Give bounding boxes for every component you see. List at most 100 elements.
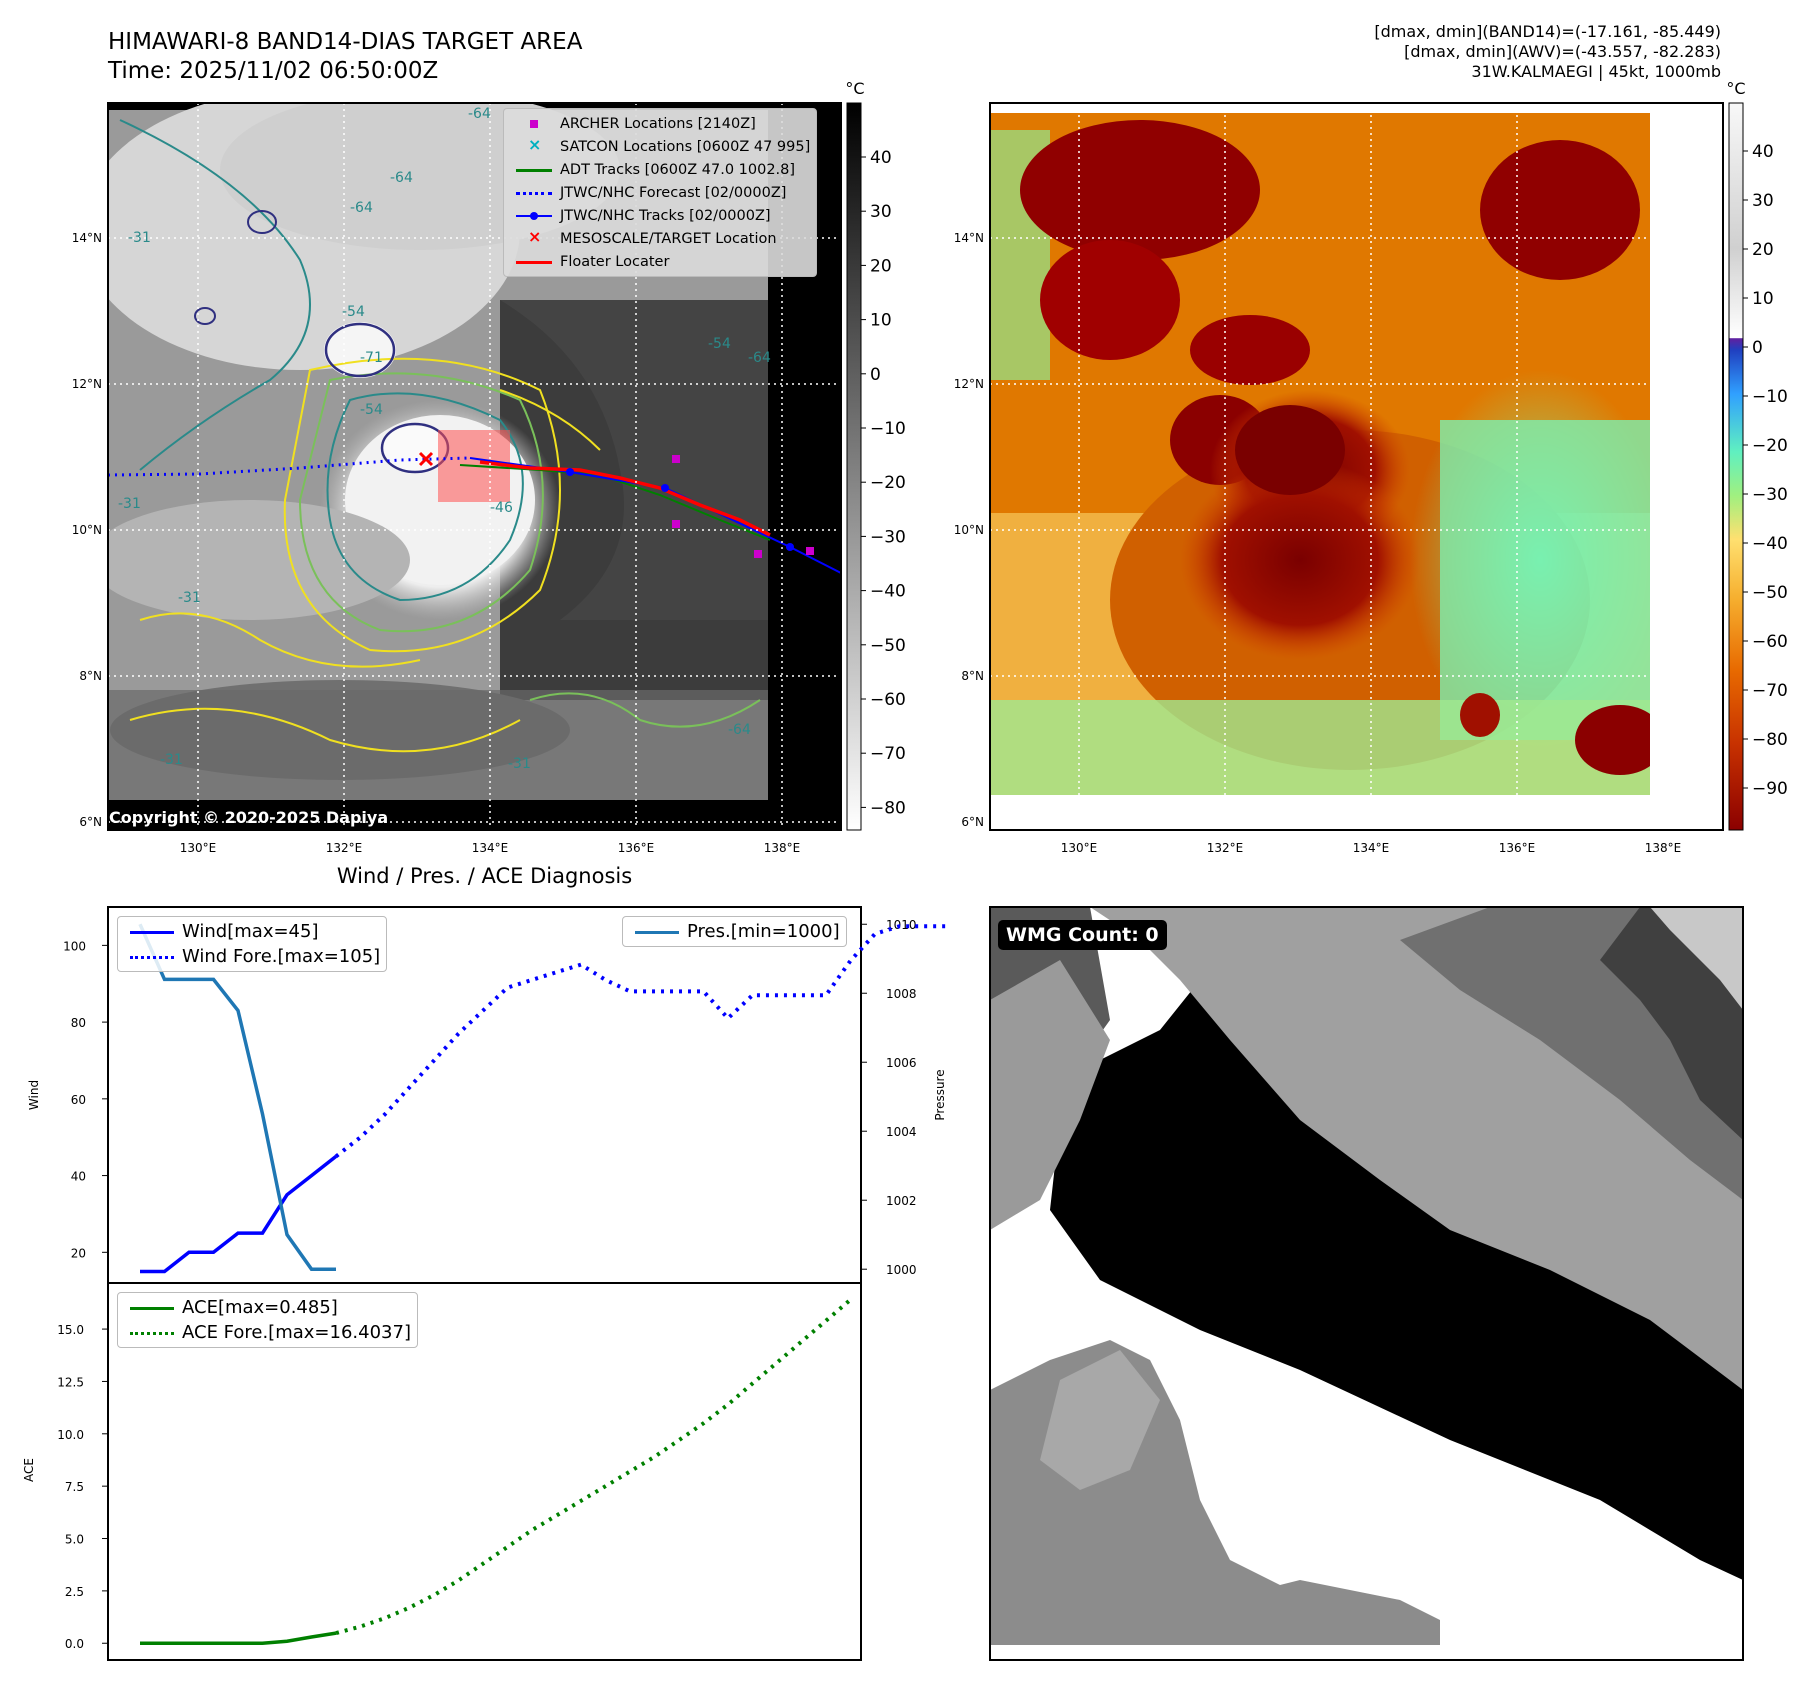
- contour-label: -54: [360, 402, 383, 418]
- contour-label: -64: [728, 722, 751, 738]
- gray-colorbar-unit: °C: [845, 79, 864, 98]
- ace-ylabel: ACE: [22, 1458, 36, 1482]
- lat-tick-label: 8°N: [961, 669, 984, 683]
- pressure-ytick-label: 1010: [886, 918, 917, 932]
- gray-colorbar-tick-label: −20: [870, 473, 906, 493]
- contour-label: -46: [490, 500, 513, 516]
- legend-entry: Floater Locater: [510, 250, 810, 273]
- legend-label: SATCON Locations [0600Z 47 995]: [560, 138, 811, 155]
- gray-colorbar-tick-label: −10: [870, 419, 906, 439]
- lon-tick-label: 130°E: [1061, 841, 1098, 855]
- legend-label: ACE[max=0.485]: [182, 1297, 338, 1318]
- lon-tick-label: 138°E: [764, 841, 801, 855]
- color-colorbar-tick-label: −90: [1752, 779, 1788, 799]
- lon-tick-label: 130°E: [180, 841, 217, 855]
- legend-symbol: ×: [528, 134, 542, 154]
- storm-info: 31W.KALMAEGI | 45kt, 1000mb: [1471, 62, 1721, 81]
- legend-symbol: [516, 164, 552, 176]
- wmg-panel: [989, 906, 1744, 1661]
- color-colorbar-tick-label: −80: [1752, 730, 1788, 750]
- ace-ytick-label: 7.5: [65, 1480, 84, 1494]
- contour-label: -54: [708, 336, 731, 352]
- lon-tick-label: 132°E: [1207, 841, 1244, 855]
- legend-label: Floater Locater: [560, 253, 670, 270]
- wind-ylabel: Wind: [27, 1080, 41, 1110]
- contour-labels: -64 -64 -64 -54 -54 -64 -31 -31 -31 -31 -31 -54 -71 -…: [118, 106, 771, 772]
- contour-label: -31: [128, 230, 151, 246]
- legend-symbol: [516, 118, 552, 130]
- contour-label: -64: [468, 106, 491, 122]
- wind-ytick-label: 80: [71, 1016, 86, 1030]
- gray-colorbar-tick-label: 30: [870, 202, 892, 222]
- time-line: Time: 2025/11/02 06:50:00Z: [108, 58, 439, 84]
- pressure-series-line: [138, 923, 336, 1271]
- color-colorbar-tick-label: 0: [1752, 338, 1763, 358]
- color-colorbar-tick-label: −20: [1752, 436, 1788, 456]
- color-ir-image: [990, 103, 1723, 830]
- wmg-count-badge: WMG Count: 0: [998, 920, 1167, 950]
- wind-plot: 20 40 60 80 100 1000 1002 1004 1006 1008 1010: [63, 918, 949, 1277]
- legend-label: ACE Fore.[max=16.4037]: [182, 1322, 411, 1343]
- diagnosis-panel: 20 40 60 80 100 1000 1002 1004 1006 1008 1010 0.0 2…: [22, 906, 949, 1661]
- wind-ytick-label: 60: [71, 1093, 86, 1107]
- contour-label: -54: [342, 304, 365, 320]
- map1-lon-ticks: 130°E 132°E 134°E 136°E 138°E: [180, 841, 801, 855]
- wind-ytick-label: 100: [63, 939, 86, 953]
- legend-entry: Pres.[min=1000]: [629, 919, 840, 944]
- lat-tick-label: 14°N: [954, 231, 984, 245]
- jtwc-forecast-line: [108, 456, 471, 477]
- ace-ytick-label: 5.0: [65, 1533, 84, 1547]
- legend-symbol: [130, 926, 174, 938]
- copyright-text: Copyright © 2020-2025 Dapiya: [109, 808, 389, 827]
- legend-entry: ARCHER Locations [2140Z]: [510, 112, 810, 135]
- legend-entry: Wind Fore.[max=105]: [124, 944, 380, 969]
- legend-entry: Wind[max=45]: [124, 919, 380, 944]
- map2-lat-ticks: 6°N 8°N 10°N 12°N 14°N: [954, 231, 984, 829]
- color-colorbar-unit: °C: [1726, 79, 1745, 98]
- pressure-legend: Pres.[min=1000]: [622, 916, 847, 947]
- gray-colorbar-tick-label: −70: [870, 744, 906, 764]
- stats-block: [dmax, dmin](BAND14)=(-17.161, -85.449) …: [1374, 22, 1721, 82]
- lat-tick-label: 10°N: [954, 523, 984, 537]
- map1-lat-ticks: 6°N 8°N 10°N 12°N 14°N: [72, 231, 102, 829]
- lat-tick-label: 6°N: [79, 815, 102, 829]
- gray-colorbar-tick-label: 10: [870, 311, 892, 331]
- gray-colorbar-tick-label: −30: [870, 527, 906, 547]
- target-location-marker: [418, 451, 434, 467]
- archer-markers: [672, 455, 814, 558]
- legend-label: Wind[max=45]: [182, 921, 319, 942]
- lon-tick-label: 132°E: [326, 841, 363, 855]
- wind-ytick-label: 40: [71, 1170, 86, 1184]
- contour-label: -64: [748, 350, 771, 366]
- floater-locator-line: [479, 460, 771, 537]
- map-legend: ARCHER Locations [2140Z] × SATCON Location…: [503, 108, 818, 277]
- legend-symbol: [516, 210, 552, 222]
- stats-band14: [dmax, dmin](BAND14)=(-17.161, -85.449): [1374, 22, 1721, 41]
- lon-tick-label: 136°E: [1499, 841, 1536, 855]
- ace-ytick-label: 15.0: [57, 1323, 84, 1337]
- lat-tick-label: 14°N: [72, 231, 102, 245]
- legend-label: Wind Fore.[max=105]: [182, 946, 381, 967]
- legend-symbol: ×: [528, 226, 542, 246]
- wind-series-line: [140, 1155, 338, 1274]
- gray-colorbar-tick-label: 0: [870, 365, 881, 385]
- color-colorbar-tick-label: 30: [1752, 191, 1774, 211]
- pressure-ytick-label: 1002: [886, 1194, 917, 1208]
- gray-colorbar-tick-label: −80: [870, 798, 906, 818]
- contour-label: -64: [350, 200, 373, 216]
- legend-entry: JTWC/NHC Tracks [02/0000Z]: [510, 204, 810, 227]
- ace-ytick-label: 2.5: [65, 1585, 84, 1599]
- map2-gridlines: [990, 103, 1723, 830]
- wind-ytick-label: 20: [71, 1246, 86, 1260]
- ace-ytick-label: 12.5: [57, 1375, 84, 1389]
- contour-label: -31: [508, 756, 531, 772]
- lon-tick-label: 134°E: [472, 841, 509, 855]
- gray-colorbar-tick-label: 20: [870, 256, 892, 276]
- gray-colorbar-tick-label: −40: [870, 582, 906, 602]
- legend-symbol: [516, 256, 552, 268]
- gray-colorbar-ticks: 40 30 20 10 0 −10 −20 −30 −40 −50 −60 −70 −80: [861, 148, 906, 818]
- diagnosis-title: Wind / Pres. / ACE Diagnosis: [336, 864, 633, 888]
- legend-label: JTWC/NHC Tracks [02/0000Z]: [560, 207, 771, 224]
- legend-symbol: [130, 951, 174, 963]
